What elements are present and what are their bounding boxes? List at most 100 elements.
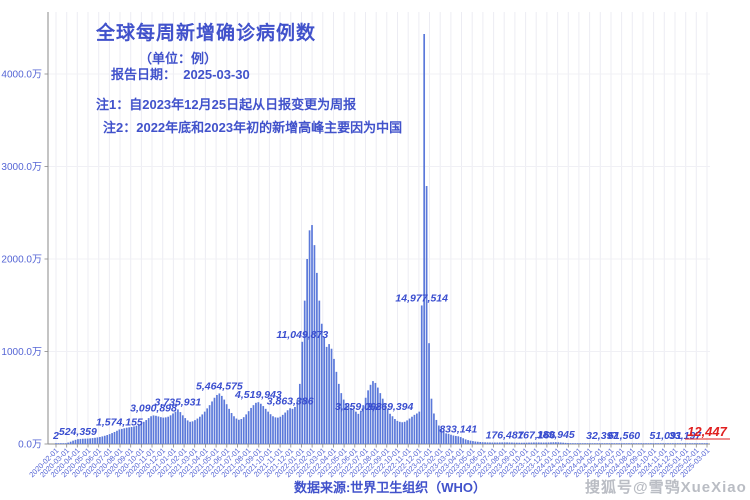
bar: [418, 411, 421, 445]
bar: [562, 442, 564, 444]
bar: [574, 443, 577, 444]
bar: [501, 442, 504, 444]
bar: [177, 409, 179, 444]
bar: [455, 435, 457, 444]
bar: [472, 441, 474, 444]
bar: [335, 371, 338, 444]
data-label: 14,977,514: [395, 293, 448, 305]
bar: [584, 443, 586, 444]
bar: [269, 414, 272, 444]
bar: [94, 437, 96, 444]
bar: [306, 259, 308, 444]
bar: [69, 441, 72, 444]
bar: [657, 443, 660, 444]
bar: [74, 439, 77, 444]
bar: [533, 442, 535, 444]
bar: [347, 406, 350, 444]
bar: [635, 443, 638, 444]
bar: [218, 393, 221, 444]
data-label: 833,141: [439, 423, 477, 435]
bar: [106, 435, 109, 444]
bar: [159, 417, 162, 444]
bar: [352, 409, 355, 444]
data-label-highlight: 12,447: [687, 424, 728, 439]
bar: [606, 443, 608, 444]
y-tick-label: 4000.0万: [1, 70, 42, 81]
bar: [303, 300, 306, 445]
bar: [537, 442, 540, 444]
data-label: 3,863,386: [267, 395, 314, 407]
bar: [337, 383, 340, 445]
bar: [55, 443, 57, 444]
bar: [311, 225, 313, 444]
bar: [233, 416, 235, 444]
bar: [111, 433, 113, 444]
bar: [333, 358, 335, 444]
bar: [654, 443, 657, 444]
bar: [203, 411, 206, 445]
bar: [596, 443, 599, 444]
bar: [120, 428, 123, 444]
bar: [603, 443, 606, 444]
y-tick-label: 1000.0万: [1, 347, 42, 358]
bar: [684, 443, 686, 444]
bar: [589, 443, 591, 444]
bar: [669, 443, 672, 444]
bar: [208, 405, 211, 444]
bar: [84, 438, 87, 444]
bar: [442, 431, 445, 444]
bar: [255, 402, 257, 444]
bar: [579, 443, 582, 444]
data-label: 11,049,873: [276, 329, 328, 341]
bar: [530, 442, 533, 444]
bar: [467, 440, 469, 444]
bar: [528, 442, 530, 444]
bar: [447, 433, 450, 444]
bar: [374, 382, 377, 444]
data-label: 3,259,098: [335, 401, 382, 413]
bar: [267, 411, 269, 445]
bar: [554, 442, 557, 444]
bar: [67, 442, 70, 444]
bar: [593, 443, 596, 444]
bar: [474, 441, 477, 444]
bar: [189, 421, 191, 444]
bar: [703, 443, 706, 444]
bar: [272, 416, 274, 444]
bar: [491, 442, 494, 444]
bar: [608, 443, 611, 444]
bar: [508, 442, 511, 444]
bar: [230, 413, 233, 444]
bar: [199, 416, 201, 444]
bar: [394, 419, 396, 444]
bar: [96, 437, 99, 444]
bar: [296, 399, 299, 444]
data-label: 524,359: [59, 426, 97, 438]
bar: [464, 439, 467, 445]
bar: [286, 410, 289, 444]
bar: [620, 443, 623, 444]
bar: [99, 436, 101, 444]
bar: [150, 416, 152, 444]
chart-title: 全球每周新增确诊病例数: [96, 23, 317, 44]
bar: [503, 442, 506, 444]
bar: [228, 408, 230, 444]
bar: [213, 397, 216, 444]
bar: [391, 416, 394, 444]
bar: [618, 443, 621, 444]
bar: [550, 442, 552, 444]
bar: [559, 442, 562, 444]
bar: [157, 416, 160, 445]
bar: [545, 442, 547, 444]
bar: [145, 420, 148, 444]
bar: [450, 434, 452, 444]
chart-note-1: 注1：自2023年12月25日起从日报变更为周报: [96, 97, 357, 112]
bar: [540, 442, 543, 444]
bar: [576, 443, 579, 444]
bar: [633, 443, 635, 444]
bar: [316, 272, 318, 445]
bar: [698, 443, 701, 444]
bar: [162, 417, 165, 444]
bar: [328, 344, 330, 444]
bar: [645, 443, 647, 444]
